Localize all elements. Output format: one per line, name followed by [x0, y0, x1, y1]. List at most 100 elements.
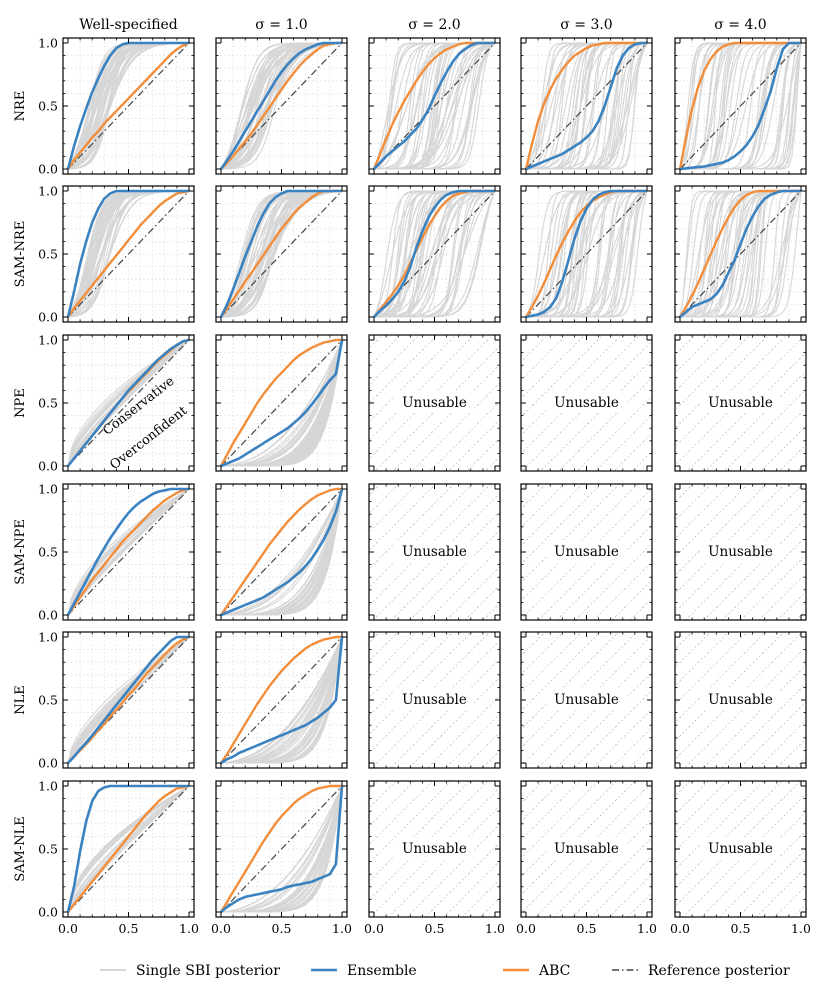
panel-frame — [62, 780, 195, 918]
panel — [368, 185, 501, 323]
single-posterior-line — [220, 636, 343, 764]
panel — [215, 334, 348, 472]
reference-posterior-line — [525, 42, 648, 170]
ensemble-line — [220, 339, 344, 468]
y-tick-label: 0.5 — [38, 99, 58, 114]
x-tick-label: 1.0 — [332, 921, 352, 936]
single-posterior-line — [67, 339, 190, 467]
panel — [368, 37, 501, 175]
panel: Unusable — [520, 631, 653, 769]
unusable-label-box — [546, 688, 627, 710]
reference-posterior-line — [67, 339, 190, 467]
row-label: SAM-NLE — [13, 816, 28, 882]
unusable-label: Unusable — [708, 692, 773, 708]
single-posterior-line — [221, 785, 343, 913]
single-posterior-line — [221, 488, 343, 616]
legend: Single SBI posterior Ensemble ABC Reference… — [100, 963, 790, 979]
single-posterior-line — [374, 42, 496, 170]
abc-line — [67, 41, 190, 170]
legend-label: Ensemble — [347, 963, 417, 979]
ensemble-line — [525, 189, 647, 319]
column-title: σ = 3.0 — [560, 17, 612, 33]
panel-frame — [520, 185, 653, 323]
panel-frame — [520, 631, 653, 769]
y-tick-label: 0.0 — [38, 459, 58, 474]
single-posterior-line — [373, 190, 496, 318]
x-tick-label: 0.0 — [670, 921, 690, 936]
single-posterior-line — [220, 488, 343, 616]
single-posterior-line — [221, 785, 343, 913]
panel — [215, 185, 348, 323]
panel — [674, 185, 807, 323]
reference-posterior-line — [220, 785, 343, 913]
panel: Unusable 0.0 0.5 1.0 — [364, 780, 505, 936]
abc-line — [219, 784, 342, 913]
x-tick-label: 1.0 — [485, 921, 505, 936]
ensemble-line — [373, 41, 495, 170]
panel — [215, 483, 348, 621]
ensemble-line — [525, 41, 647, 171]
column-title: Well-specified — [79, 17, 178, 33]
x-tick-label: 0.0 — [58, 921, 78, 936]
row-label: SAM-NRE — [13, 221, 28, 288]
panel-frame — [62, 334, 195, 472]
single-posterior-line — [220, 42, 343, 170]
panel-frame — [368, 780, 501, 918]
single-posterior-line — [67, 488, 190, 616]
single-posterior-line — [67, 488, 190, 616]
unusable-label: Unusable — [708, 841, 773, 857]
legend-item: ABC — [503, 963, 570, 979]
y-tick-label: 0.5 — [38, 396, 58, 411]
panel-frame — [674, 631, 807, 769]
y-tick-label: 1.0 — [38, 36, 58, 51]
reference-posterior-line — [220, 190, 343, 318]
panel — [215, 37, 348, 175]
unusable-label-box — [394, 688, 475, 710]
ensemble-line — [220, 785, 344, 914]
panel-frame — [368, 483, 501, 621]
panel-grid: 0.00.51.00.00.51.0ConservativeOverconfid… — [38, 36, 811, 937]
panel: 0.0 0.5 1.0 — [38, 482, 195, 623]
y-tick-label: 0.0 — [38, 756, 58, 771]
reference-posterior-line — [220, 636, 343, 764]
reference-posterior-line — [220, 488, 343, 616]
panel-frame — [674, 780, 807, 918]
y-tick-label: 1.0 — [38, 779, 58, 794]
row-label: NRE — [13, 91, 28, 122]
panel-frame — [62, 185, 195, 323]
ensemble-line — [373, 189, 495, 318]
single-posterior-line — [67, 785, 190, 913]
unusable-label: Unusable — [554, 692, 619, 708]
panel: Unusable — [368, 631, 501, 769]
abc-line — [220, 487, 342, 616]
y-tick-label: 1.0 — [38, 630, 58, 645]
single-posterior-line — [67, 488, 190, 616]
single-posterior-line — [67, 339, 190, 467]
panel-frame — [520, 780, 653, 918]
single-posterior-line — [220, 339, 343, 467]
panel: Unusable — [368, 483, 501, 621]
single-posterior-line — [221, 636, 343, 764]
x-tick-label: 0.5 — [272, 921, 292, 936]
single-posterior-line — [67, 785, 190, 913]
unusable-label-box — [394, 391, 475, 413]
y-tick-label: 0.0 — [38, 608, 58, 623]
unusable-label-box — [700, 688, 781, 710]
unusable-label-box — [700, 391, 781, 413]
unusable-label: Unusable — [402, 841, 467, 857]
panel-frame — [215, 185, 348, 323]
single-posterior-line — [67, 785, 190, 913]
unusable-label-box — [394, 540, 475, 562]
panel — [215, 631, 348, 769]
ensemble-line — [219, 189, 342, 318]
y-tick-label: 1.0 — [38, 184, 58, 199]
legend-label: Reference posterior — [648, 963, 790, 979]
single-posterior-line — [67, 636, 190, 764]
single-posterior-line — [221, 339, 343, 467]
panel: Unusable 0.0 0.5 1.0 — [516, 780, 657, 936]
y-tick-label: 0.5 — [38, 842, 58, 857]
y-tick-label: 0.5 — [38, 545, 58, 560]
reference-posterior-line — [67, 785, 190, 913]
panel: Unusable — [674, 631, 807, 769]
